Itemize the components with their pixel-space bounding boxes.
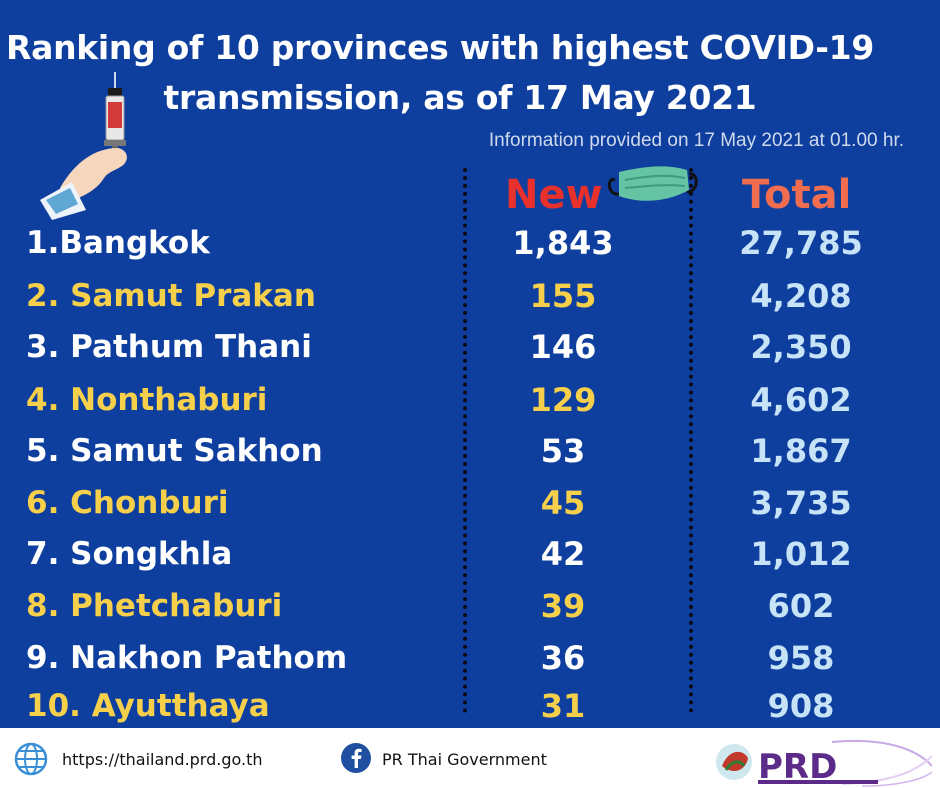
table-row: 9. Nakhon Pathom 36 958 bbox=[0, 638, 940, 688]
title-line-1: Ranking of 10 provinces with highest COV… bbox=[5, 28, 874, 67]
total-cases: 908 bbox=[767, 687, 835, 725]
new-cases: 129 bbox=[529, 381, 597, 419]
province-name: 3. Pathum Thani bbox=[26, 329, 312, 365]
province-name: 2. Samut Prakan bbox=[26, 278, 316, 314]
province-name: 5. Samut Sakhon bbox=[26, 433, 323, 469]
province-name: 6. Chonburi bbox=[26, 485, 229, 521]
footer: https://thailand.prd.go.th PR Thai Gover… bbox=[0, 728, 940, 788]
new-cases: 146 bbox=[529, 328, 597, 366]
table-row: 6. Chonburi 45 3,735 bbox=[0, 483, 940, 533]
province-name: 10. Ayutthaya bbox=[26, 688, 270, 724]
total-cases: 3,735 bbox=[750, 484, 852, 522]
facebook-page-link[interactable]: PR Thai Government bbox=[382, 750, 547, 769]
province-name: 9. Nakhon Pathom bbox=[26, 640, 348, 676]
vaccine-syringe-icon bbox=[40, 72, 127, 220]
column-divider bbox=[463, 168, 467, 713]
new-cases: 36 bbox=[540, 639, 586, 677]
total-cases: 1,867 bbox=[750, 432, 852, 470]
new-cases: 42 bbox=[540, 535, 586, 573]
new-cases: 53 bbox=[540, 432, 586, 470]
total-cases: 4,208 bbox=[750, 277, 852, 315]
table-row: 10. Ayutthaya 31 908 bbox=[0, 686, 940, 736]
new-cases: 155 bbox=[529, 277, 597, 315]
province-name: 8. Phetchaburi bbox=[26, 588, 283, 624]
facebook-icon bbox=[341, 743, 371, 773]
total-cases: 958 bbox=[767, 639, 835, 677]
new-cases: 1,843 bbox=[512, 224, 614, 262]
title-line-2: transmission, as of 17 May 2021 bbox=[163, 78, 757, 117]
subtitle: Information provided on 17 May 2021 at 0… bbox=[488, 130, 904, 151]
total-cases: 4,602 bbox=[750, 381, 852, 419]
table-row: 3. Pathum Thani 146 2,350 bbox=[0, 327, 940, 377]
table-row: 7. Songkhla 42 1,012 bbox=[0, 534, 940, 584]
globe-icon bbox=[14, 742, 48, 776]
total-cases: 602 bbox=[767, 587, 835, 625]
province-name: 1.Bangkok bbox=[26, 225, 210, 261]
new-cases: 39 bbox=[540, 587, 586, 625]
face-mask-icon bbox=[608, 166, 698, 201]
province-name: 7. Songkhla bbox=[26, 536, 233, 572]
website-link[interactable]: https://thailand.prd.go.th bbox=[62, 750, 263, 769]
province-name: 4. Nonthaburi bbox=[26, 382, 268, 418]
new-cases: 31 bbox=[540, 687, 586, 725]
total-cases: 2,350 bbox=[750, 328, 852, 366]
column-header-new: New bbox=[505, 172, 603, 218]
column-header-total: Total bbox=[742, 172, 852, 218]
prd-logo: PRD bbox=[716, 739, 932, 787]
total-cases: 27,785 bbox=[739, 224, 863, 262]
total-cases: 1,012 bbox=[750, 535, 852, 573]
table-row: 1.Bangkok 1,843 27,785 bbox=[0, 223, 940, 273]
column-divider bbox=[689, 168, 693, 713]
table-row: 2. Samut Prakan 155 4,208 bbox=[0, 276, 940, 326]
table-row: 8. Phetchaburi 39 602 bbox=[0, 586, 940, 636]
new-cases: 45 bbox=[540, 484, 586, 522]
table-row: 4. Nonthaburi 129 4,602 bbox=[0, 380, 940, 430]
table-row: 5. Samut Sakhon 53 1,867 bbox=[0, 431, 940, 481]
